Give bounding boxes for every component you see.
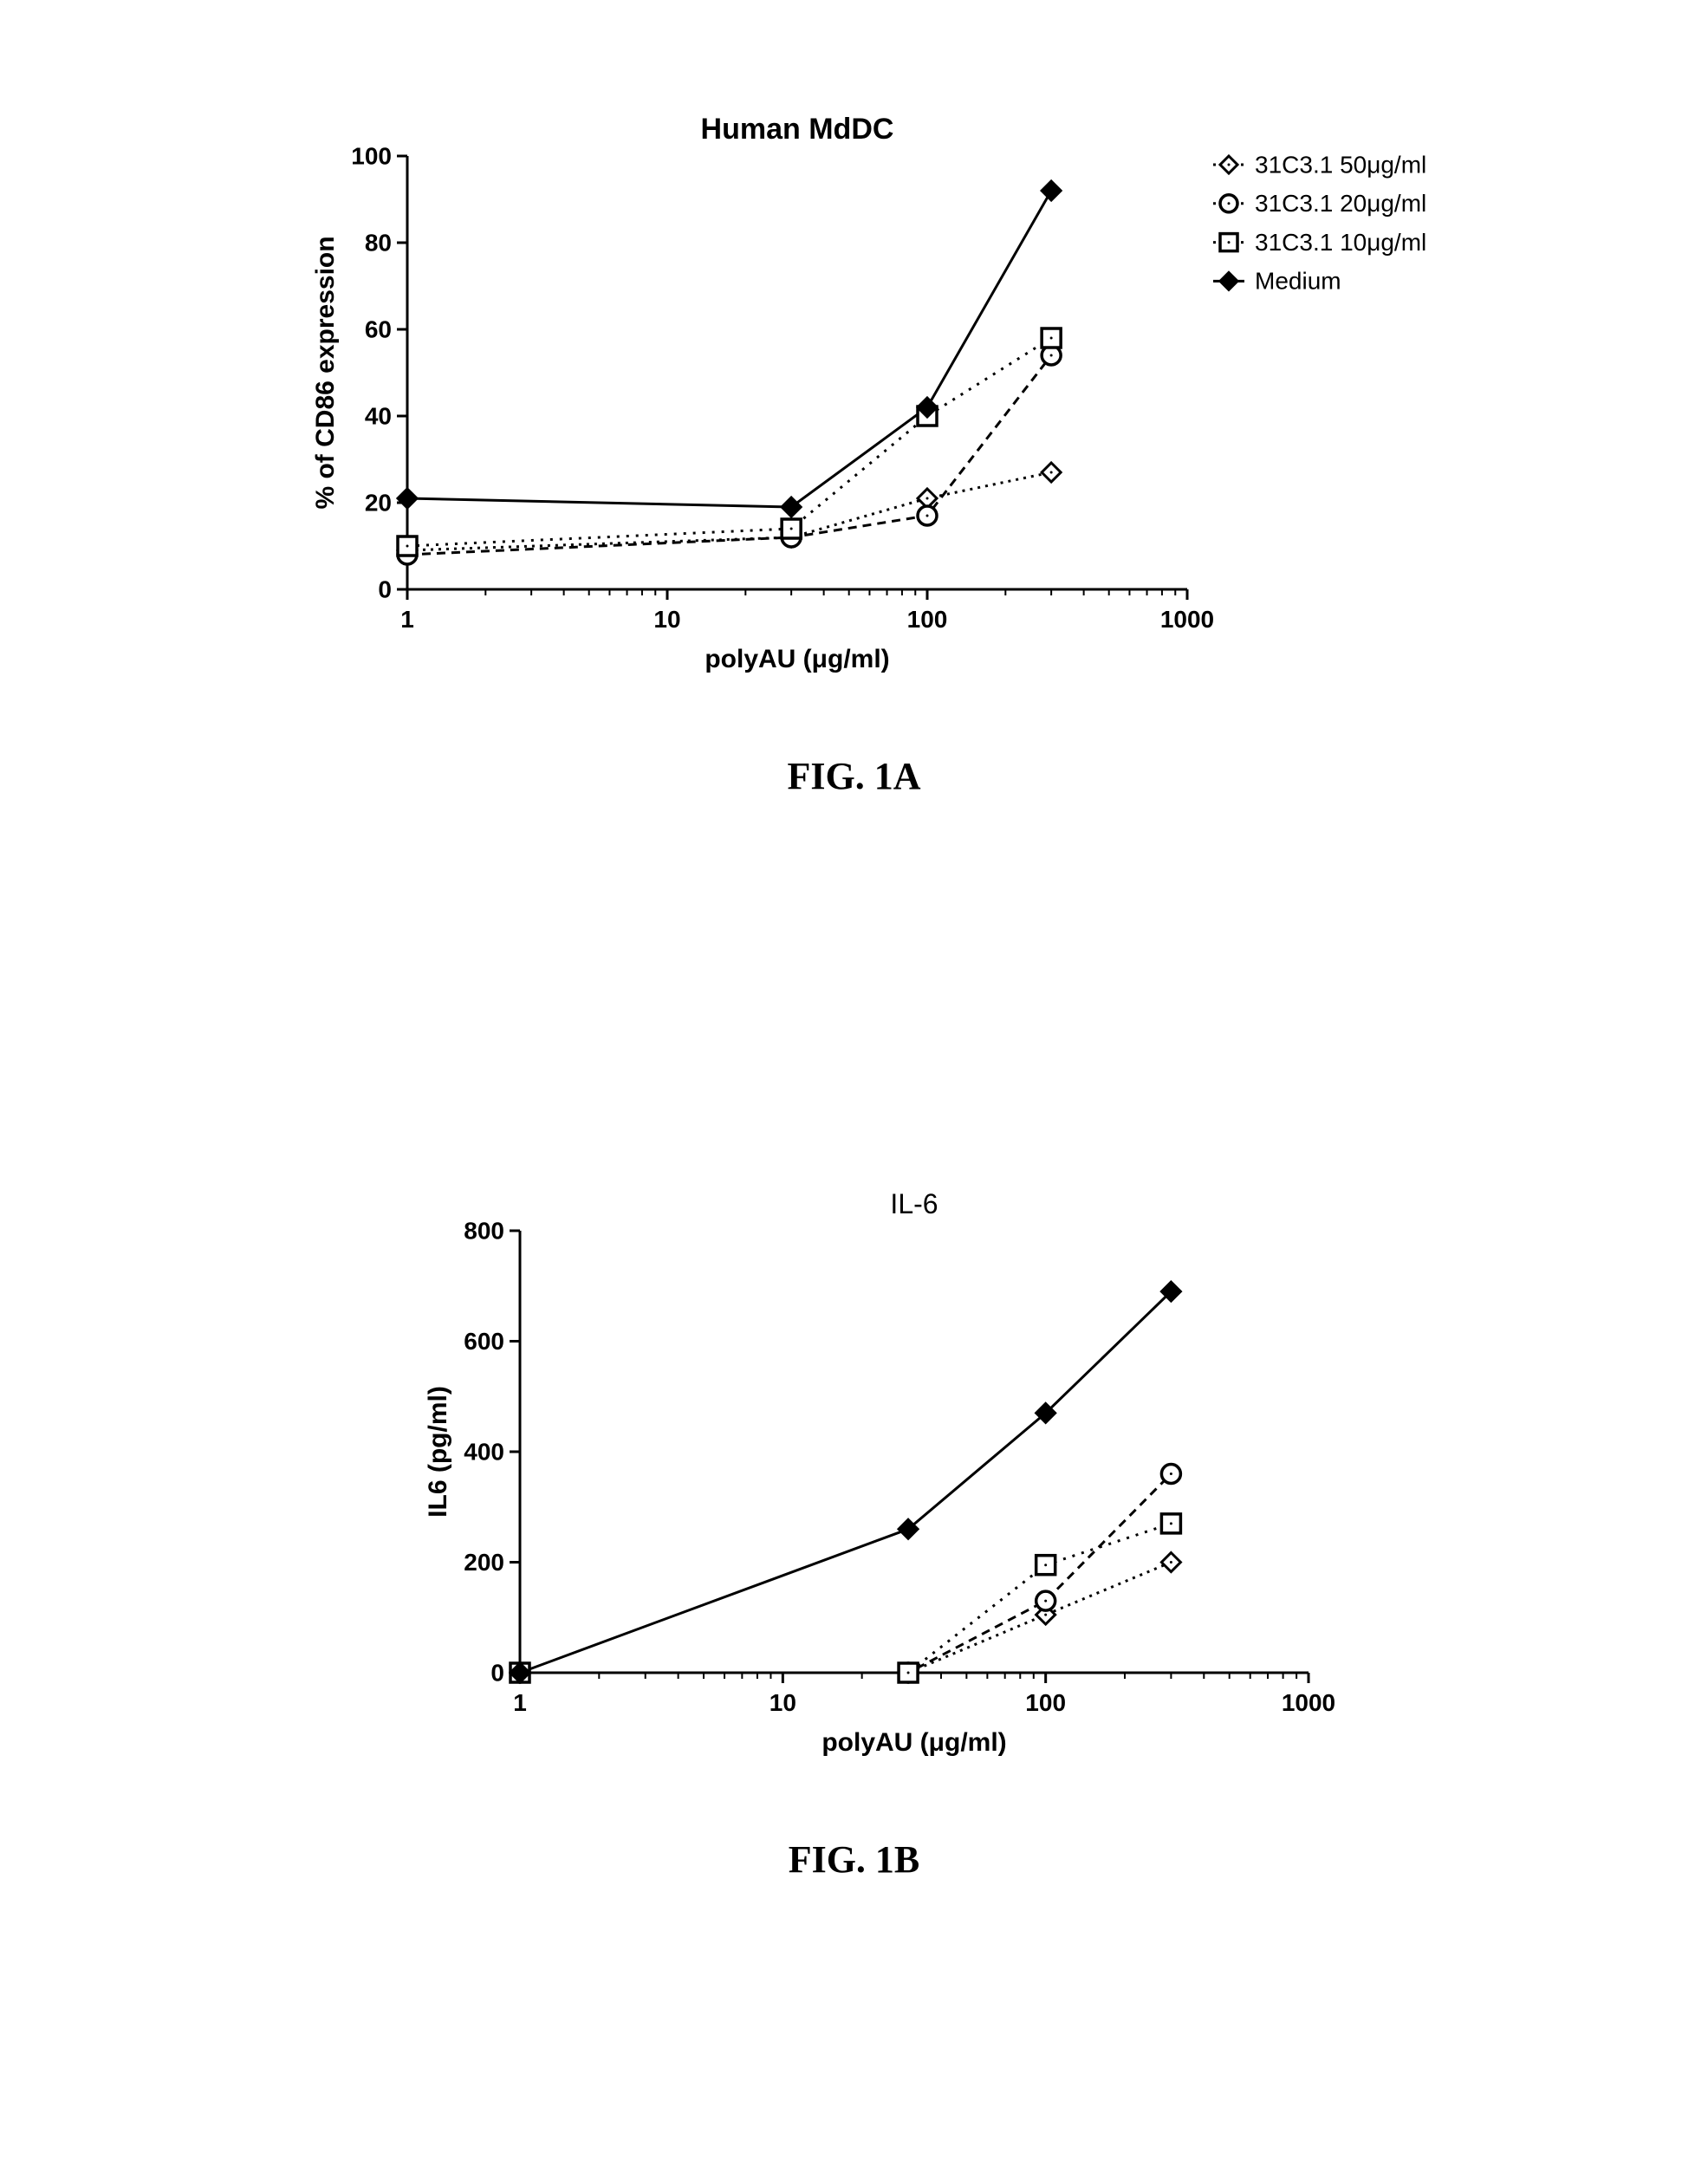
svg-text:100: 100 (351, 142, 392, 169)
svg-text:10: 10 (653, 606, 680, 633)
svg-text:40: 40 (365, 402, 392, 429)
figure-b-block: IL-6 1 10 100 1000 0 200 400 600 800 polyAU (μg/ml… (0, 1153, 1708, 1882)
svg-text:% of CD86 expression: % of CD86 expression (311, 236, 340, 509)
figure-b-caption: FIG. 1B (0, 1837, 1708, 1882)
svg-text:1: 1 (400, 606, 414, 633)
figure-a-caption: FIG. 1A (0, 754, 1708, 798)
svg-text:1: 1 (513, 1689, 527, 1716)
svg-text:200: 200 (464, 1549, 504, 1576)
svg-text:600: 600 (464, 1328, 504, 1355)
svg-text:100: 100 (1025, 1689, 1066, 1716)
svg-text:1000: 1000 (1282, 1689, 1335, 1716)
svg-text:31C3.1 50μg/ml: 31C3.1 50μg/ml (1255, 151, 1426, 178)
svg-text:80: 80 (365, 229, 392, 256)
page: Human MdDC1101001000020406080100polyAU (… (0, 0, 1708, 2165)
chart-a: Human MdDC 1 10 100 1000 0 20 40 60 80 100 polyAU (… (260, 87, 1560, 693)
svg-text:400: 400 (464, 1438, 504, 1465)
svg-text:31C3.1 20μg/ml: 31C3.1 20μg/ml (1255, 190, 1426, 217)
svg-text:10: 10 (770, 1689, 796, 1716)
svg-text:Human MdDC: Human MdDC (701, 113, 894, 146)
svg-text:polyAU (μg/ml): polyAU (μg/ml) (822, 1728, 1006, 1757)
figure-a-block: Human MdDC 1 10 100 1000 0 20 40 60 80 100 polyAU (… (0, 87, 1708, 798)
svg-text:60: 60 (365, 315, 392, 342)
svg-text:31C3.1 10μg/ml: 31C3.1 10μg/ml (1255, 229, 1426, 256)
svg-text:20: 20 (365, 489, 392, 516)
svg-text:1000: 1000 (1160, 606, 1214, 633)
svg-text:0: 0 (490, 1659, 504, 1686)
svg-text:IL-6: IL-6 (890, 1188, 938, 1219)
svg-text:800: 800 (464, 1217, 504, 1244)
svg-text:IL6 (pg/ml): IL6 (pg/ml) (424, 1386, 452, 1518)
svg-text:Medium: Medium (1255, 268, 1341, 295)
svg-text:100: 100 (907, 606, 948, 633)
chart-b: IL-6 1 10 100 1000 0 200 400 600 800 polyAU (μg/ml… (373, 1153, 1413, 1777)
svg-text:0: 0 (378, 575, 392, 602)
svg-text:polyAU (μg/ml): polyAU (μg/ml) (705, 645, 889, 673)
